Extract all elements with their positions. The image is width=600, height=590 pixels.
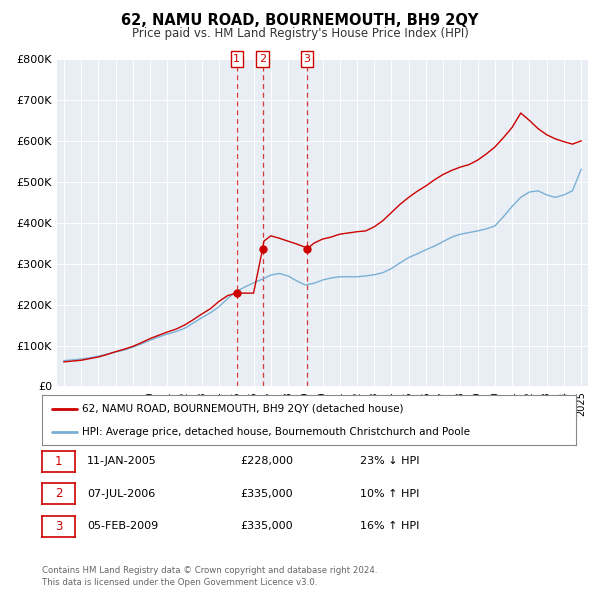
- Text: 11-JAN-2005: 11-JAN-2005: [87, 457, 157, 466]
- Text: £335,000: £335,000: [240, 489, 293, 499]
- Text: HPI: Average price, detached house, Bournemouth Christchurch and Poole: HPI: Average price, detached house, Bour…: [82, 427, 470, 437]
- Text: Price paid vs. HM Land Registry's House Price Index (HPI): Price paid vs. HM Land Registry's House …: [131, 27, 469, 40]
- Text: £335,000: £335,000: [240, 522, 293, 531]
- Text: 23% ↓ HPI: 23% ↓ HPI: [360, 457, 419, 466]
- Text: 1: 1: [233, 54, 241, 64]
- Text: 62, NAMU ROAD, BOURNEMOUTH, BH9 2QY (detached house): 62, NAMU ROAD, BOURNEMOUTH, BH9 2QY (det…: [82, 404, 404, 414]
- Text: 1: 1: [55, 455, 62, 468]
- Text: 2: 2: [55, 487, 62, 500]
- Text: 05-FEB-2009: 05-FEB-2009: [87, 522, 158, 531]
- Text: 62, NAMU ROAD, BOURNEMOUTH, BH9 2QY: 62, NAMU ROAD, BOURNEMOUTH, BH9 2QY: [121, 13, 479, 28]
- Text: 3: 3: [304, 54, 310, 64]
- Text: 16% ↑ HPI: 16% ↑ HPI: [360, 522, 419, 531]
- Text: £228,000: £228,000: [240, 457, 293, 466]
- Text: 2: 2: [259, 54, 266, 64]
- Text: Contains HM Land Registry data © Crown copyright and database right 2024.
This d: Contains HM Land Registry data © Crown c…: [42, 566, 377, 587]
- Text: 10% ↑ HPI: 10% ↑ HPI: [360, 489, 419, 499]
- Text: 3: 3: [55, 520, 62, 533]
- Text: 07-JUL-2006: 07-JUL-2006: [87, 489, 155, 499]
